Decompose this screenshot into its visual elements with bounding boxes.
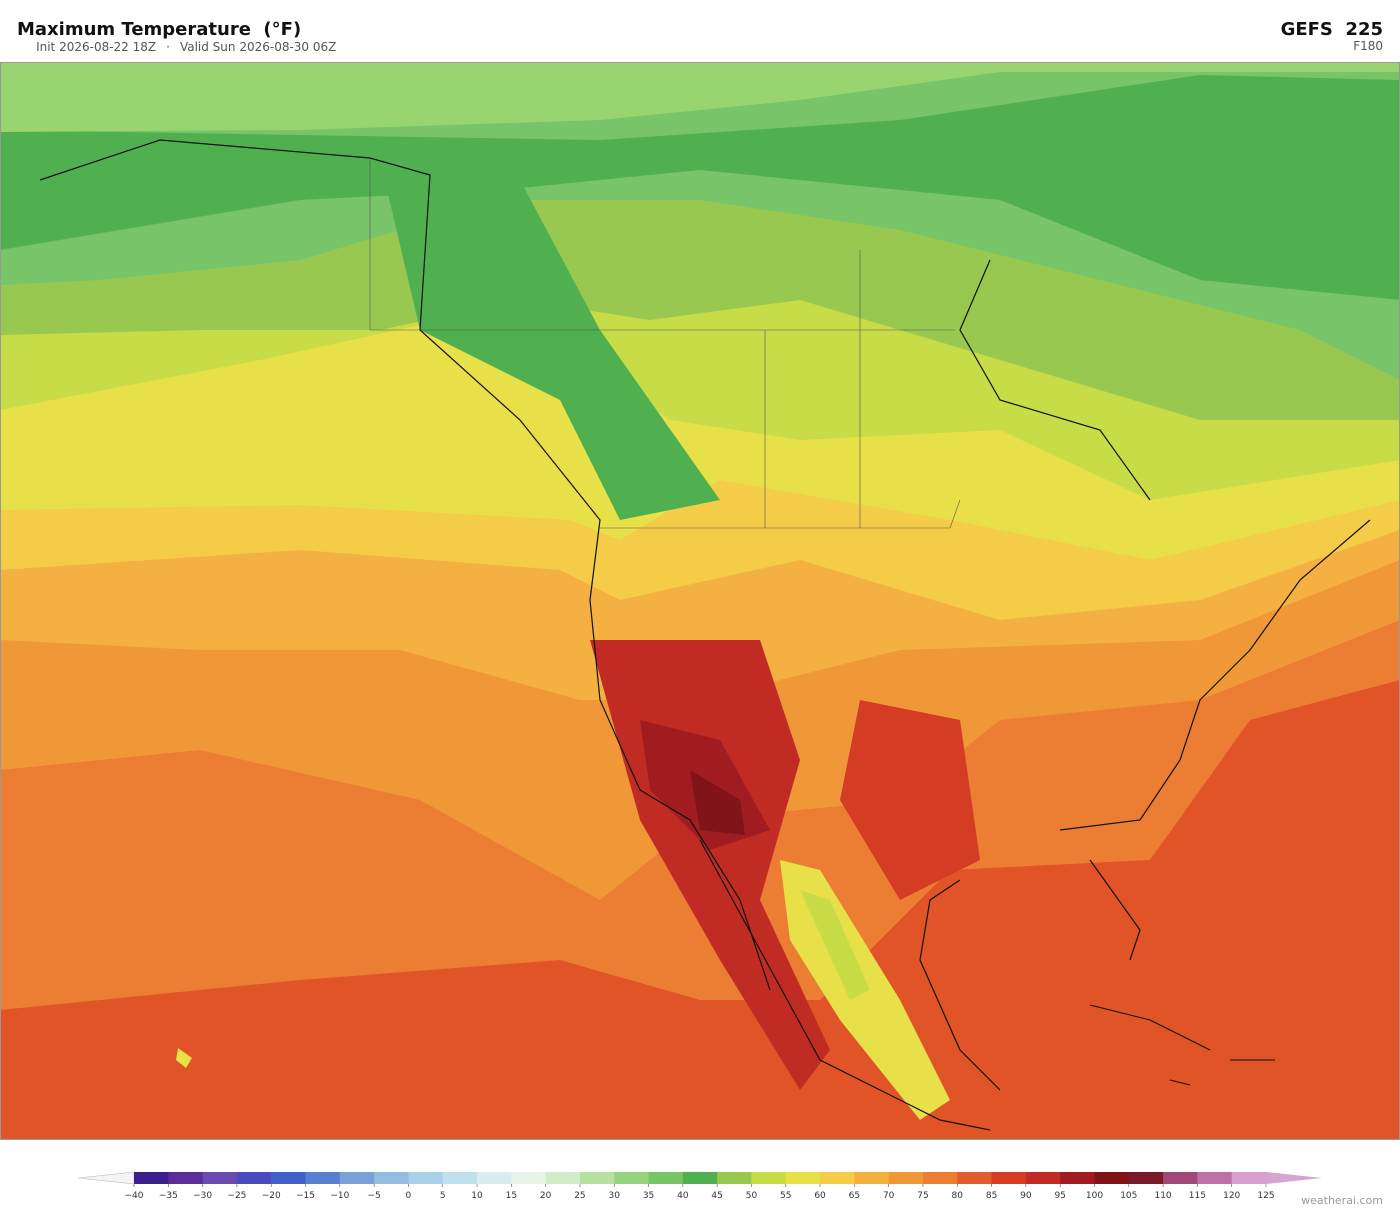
colorbar-bin bbox=[305, 1172, 341, 1184]
init: Init 2026-08-22 18Z bbox=[36, 40, 156, 54]
colorbar-tick-label: −15 bbox=[296, 1191, 315, 1201]
colorbar-tick-label: 30 bbox=[609, 1191, 621, 1201]
colorbar-bin bbox=[1025, 1172, 1061, 1184]
colorbar-tick-label: 120 bbox=[1223, 1191, 1240, 1201]
colorbar-over bbox=[1266, 1172, 1322, 1184]
colorbar-bin bbox=[820, 1172, 855, 1184]
colorbar-bin bbox=[717, 1172, 752, 1184]
colorbar-bin bbox=[511, 1172, 547, 1184]
colorbar-bin bbox=[579, 1172, 615, 1184]
colorbar-tick-label: 115 bbox=[1189, 1191, 1206, 1201]
colorbar-bin bbox=[442, 1172, 478, 1184]
colorbar-tick-label: 90 bbox=[1020, 1191, 1032, 1201]
colorbar-tick-label: 75 bbox=[917, 1191, 928, 1201]
colorbar-bin bbox=[1060, 1172, 1095, 1184]
colorbar-bin bbox=[374, 1172, 409, 1184]
colorbar-tick-label: −40 bbox=[125, 1191, 144, 1201]
subtitle: Init 2026-08-22 18Z · Valid Sun 2026-08-30… bbox=[17, 40, 348, 54]
colorbar-bin bbox=[991, 1172, 1027, 1184]
colorbar-bin bbox=[236, 1172, 272, 1184]
colorbar-tick-label: −25 bbox=[227, 1191, 246, 1201]
colorbar-tick-label: −20 bbox=[262, 1191, 281, 1201]
map bbox=[0, 62, 1400, 1140]
valid: Valid Sun 2026-08-30 06Z bbox=[180, 40, 336, 54]
model: GEFS 225 bbox=[1281, 19, 1383, 40]
colorbar-tick-label: 45 bbox=[711, 1191, 722, 1201]
colorbar-bin bbox=[648, 1172, 684, 1184]
colorbar-bin bbox=[1197, 1172, 1233, 1184]
title: Maximum Temperature (°F) bbox=[17, 19, 301, 40]
colorbar-bin bbox=[1094, 1172, 1130, 1184]
colorbar-bin bbox=[888, 1172, 924, 1184]
colorbar-tick-label: 5 bbox=[440, 1191, 446, 1201]
colorbar-tick-label: −10 bbox=[330, 1191, 349, 1201]
colorbar-tick-label: 80 bbox=[952, 1191, 964, 1201]
colorbar-bin bbox=[614, 1172, 650, 1184]
colorbar-bin bbox=[202, 1172, 238, 1184]
colorbar: −40 −35 −30 −25 −20 −15 −10 −5 0 5 10 15 20 25 30 35 40 4… bbox=[77, 1171, 1322, 1201]
colorbar-bin bbox=[751, 1172, 787, 1184]
colorbar-tick-label: 10 bbox=[471, 1191, 483, 1201]
separator: · bbox=[166, 40, 170, 54]
colorbar-bin bbox=[271, 1172, 307, 1184]
colorbar-tick-label: 20 bbox=[540, 1191, 552, 1201]
colorbar-bin bbox=[339, 1172, 375, 1184]
colorbar-tick-label: 105 bbox=[1120, 1191, 1137, 1201]
colorbar-bin bbox=[545, 1172, 581, 1184]
colorbar-tick-label: −5 bbox=[367, 1191, 380, 1201]
colorbar-tick-label: 125 bbox=[1257, 1191, 1274, 1201]
colorbar-under bbox=[77, 1171, 135, 1185]
colorbar-tick-label: 65 bbox=[849, 1191, 860, 1201]
colorbar-tick-label: 110 bbox=[1154, 1191, 1171, 1201]
colorbar-bin bbox=[168, 1172, 204, 1184]
colorbar-tick-label: 55 bbox=[780, 1191, 791, 1201]
colorbar-tick-label: 40 bbox=[677, 1191, 689, 1201]
colorbar-bin bbox=[1231, 1172, 1267, 1184]
forecast-hour: F180 bbox=[1353, 39, 1383, 53]
colorbar-bin bbox=[854, 1172, 890, 1184]
colorbar-tick-label: −35 bbox=[159, 1191, 178, 1201]
colorbar-bin bbox=[408, 1172, 444, 1184]
colorbar-tick-label: −30 bbox=[193, 1191, 212, 1201]
colorbar-bin bbox=[682, 1172, 718, 1184]
colorbar-tick-label: 60 bbox=[814, 1191, 826, 1201]
colorbar-tick-label: 85 bbox=[986, 1191, 997, 1201]
colorbar-tick-label: 50 bbox=[746, 1191, 758, 1201]
colorbar-bin bbox=[1163, 1172, 1198, 1184]
colorbar-tick-label: 70 bbox=[883, 1191, 895, 1201]
colorbar-tick-label: 0 bbox=[406, 1191, 412, 1201]
colorbar-bin bbox=[785, 1172, 821, 1184]
colorbar-tick-label: 95 bbox=[1054, 1191, 1065, 1201]
credit: weatherai.com bbox=[1301, 1194, 1383, 1207]
colorbar-bin bbox=[134, 1172, 169, 1184]
colorbar-bin bbox=[477, 1172, 512, 1184]
colorbar-bin bbox=[957, 1172, 993, 1184]
colorbar-bin bbox=[922, 1172, 958, 1184]
colorbar-tick-label: 25 bbox=[574, 1191, 585, 1201]
colorbar-tick-label: 100 bbox=[1086, 1191, 1103, 1201]
colorbar-tick-label: 15 bbox=[506, 1191, 517, 1201]
colorbar-bin bbox=[1128, 1172, 1164, 1184]
colorbar-tick-label: 35 bbox=[643, 1191, 654, 1201]
